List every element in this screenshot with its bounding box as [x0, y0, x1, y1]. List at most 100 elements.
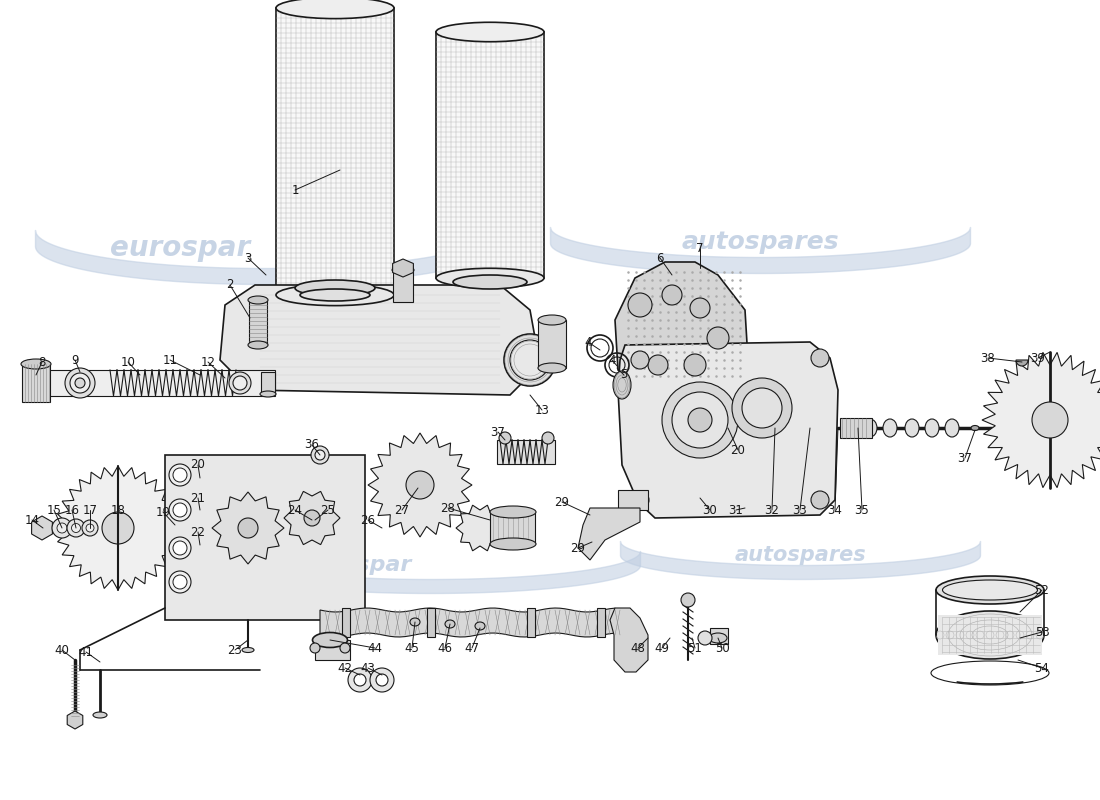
Polygon shape	[220, 285, 540, 395]
Bar	[35, 370, 275, 396]
Ellipse shape	[173, 541, 187, 555]
Text: 49: 49	[654, 642, 670, 654]
Text: 36: 36	[305, 438, 319, 451]
Circle shape	[698, 631, 712, 645]
Polygon shape	[393, 259, 414, 277]
Polygon shape	[56, 466, 180, 590]
Circle shape	[648, 355, 668, 375]
Text: 40: 40	[55, 643, 69, 657]
Text: 54: 54	[1035, 662, 1049, 674]
Ellipse shape	[475, 622, 485, 630]
Ellipse shape	[925, 419, 939, 437]
Text: 38: 38	[980, 351, 996, 365]
Bar	[710, 628, 728, 644]
Text: 14: 14	[24, 514, 40, 526]
Ellipse shape	[945, 419, 959, 437]
Bar	[618, 490, 648, 510]
Ellipse shape	[613, 371, 631, 399]
Text: 20: 20	[190, 458, 206, 471]
Bar	[165, 455, 365, 620]
Circle shape	[631, 351, 649, 369]
Text: 42: 42	[338, 662, 352, 674]
Text: 20: 20	[730, 443, 746, 457]
Text: autospares: autospares	[681, 230, 839, 254]
Ellipse shape	[864, 419, 877, 437]
Ellipse shape	[315, 450, 324, 460]
Text: 45: 45	[405, 642, 419, 654]
Text: 4: 4	[608, 354, 616, 366]
Circle shape	[681, 593, 695, 607]
Ellipse shape	[82, 520, 98, 536]
Ellipse shape	[94, 712, 107, 718]
Ellipse shape	[65, 368, 95, 398]
Text: 28: 28	[441, 502, 455, 514]
Bar	[276, 8, 394, 295]
Circle shape	[811, 349, 829, 367]
Ellipse shape	[52, 518, 72, 538]
Circle shape	[370, 668, 394, 692]
Circle shape	[310, 643, 320, 653]
Circle shape	[238, 518, 258, 538]
Circle shape	[340, 643, 350, 653]
Circle shape	[304, 510, 320, 526]
Ellipse shape	[248, 341, 268, 349]
Ellipse shape	[446, 620, 455, 628]
Ellipse shape	[295, 280, 375, 296]
Text: 29: 29	[554, 495, 570, 509]
Circle shape	[1032, 402, 1068, 438]
Circle shape	[707, 327, 729, 349]
Text: 6: 6	[657, 251, 663, 265]
Text: 23: 23	[228, 643, 242, 657]
Text: 50: 50	[715, 642, 729, 654]
Ellipse shape	[276, 0, 394, 18]
Text: 27: 27	[395, 503, 409, 517]
Text: 13: 13	[535, 403, 549, 417]
Circle shape	[406, 471, 434, 499]
Ellipse shape	[300, 289, 370, 301]
Text: 19: 19	[155, 506, 170, 518]
Ellipse shape	[242, 647, 254, 653]
Text: 31: 31	[728, 503, 744, 517]
Ellipse shape	[169, 499, 191, 521]
Ellipse shape	[883, 419, 896, 437]
Polygon shape	[456, 505, 504, 551]
Text: 35: 35	[855, 503, 869, 517]
Ellipse shape	[75, 378, 85, 388]
Ellipse shape	[542, 432, 554, 444]
Text: 29: 29	[571, 542, 585, 554]
Circle shape	[742, 388, 782, 428]
Ellipse shape	[538, 315, 566, 325]
Ellipse shape	[499, 432, 512, 444]
Ellipse shape	[504, 334, 556, 386]
Text: 47: 47	[464, 642, 480, 654]
Circle shape	[290, 496, 334, 540]
Bar	[261, 372, 275, 394]
Circle shape	[672, 392, 728, 448]
Ellipse shape	[57, 523, 67, 533]
Circle shape	[462, 510, 498, 546]
Ellipse shape	[233, 376, 248, 390]
Text: 37: 37	[491, 426, 505, 438]
Bar	[597, 608, 605, 637]
Text: eurospar: eurospar	[110, 234, 250, 262]
Ellipse shape	[169, 571, 191, 593]
Bar	[490, 512, 535, 544]
Bar	[22, 364, 50, 402]
Text: 30: 30	[703, 503, 717, 517]
Bar	[315, 640, 350, 660]
Ellipse shape	[311, 446, 329, 464]
Text: 5: 5	[620, 369, 628, 382]
Ellipse shape	[260, 391, 276, 397]
Bar	[393, 270, 412, 302]
Circle shape	[376, 674, 388, 686]
Ellipse shape	[538, 363, 566, 373]
Text: 9: 9	[72, 354, 79, 366]
Ellipse shape	[710, 633, 727, 643]
Ellipse shape	[169, 537, 191, 559]
Bar	[342, 608, 350, 637]
Circle shape	[662, 285, 682, 305]
Ellipse shape	[173, 468, 187, 482]
Ellipse shape	[436, 22, 544, 42]
Circle shape	[220, 500, 276, 556]
Text: 51: 51	[688, 642, 703, 654]
